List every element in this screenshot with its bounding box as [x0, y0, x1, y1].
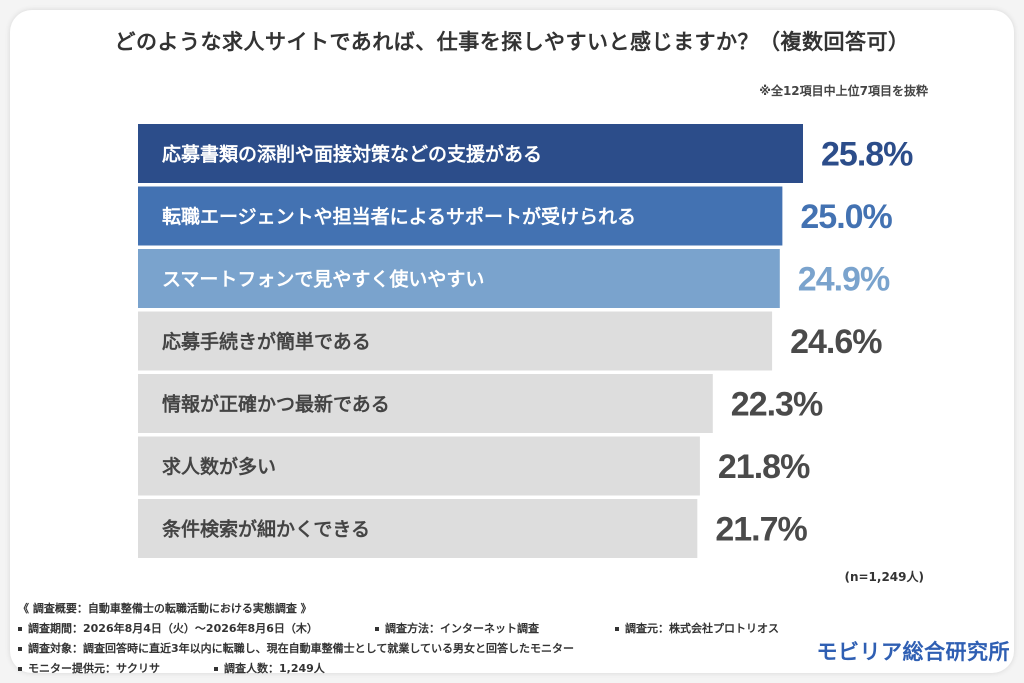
bar-6 [138, 436, 700, 496]
bullet-icon [214, 667, 218, 671]
bullet-icon [615, 627, 619, 631]
value-label-4: 24.6% [790, 323, 882, 361]
bullet-icon [18, 627, 22, 631]
survey-organizer-row: 調査元：株式会社プロトリオス [615, 620, 779, 636]
value-label-1: 25.8% [821, 136, 913, 174]
survey-target: 調査対象：調査回答時に直近3年以内に転職し、現在自動車整備士として就業している男… [28, 642, 574, 655]
bar-5 [138, 374, 713, 433]
survey-method-row: 調査方法：インターネット調査 [375, 620, 539, 636]
survey-heading: 《 調査概要：自動車整備士の転職活動における実態調査 》 [18, 602, 312, 615]
bar-1 [138, 124, 803, 183]
bar-label-6: 求人数が多い [162, 455, 276, 478]
survey-organizer: 調査元：株式会社プロトリオス [625, 622, 779, 635]
sample-size-label: (n=1,249人) [844, 570, 924, 584]
bar-label-2: 転職エージェントや担当者によるサポートが受けられる [162, 205, 636, 228]
bar-2 [138, 186, 783, 246]
value-label-5: 22.3% [731, 386, 823, 424]
survey-count: 調査人数：1,249人 [224, 662, 325, 675]
value-label-7: 21.7% [715, 511, 807, 549]
bar-label-5: 情報が正確かつ最新である [162, 393, 390, 416]
bar-7 [138, 499, 698, 558]
bullet-icon [375, 627, 379, 631]
bullet-icon [18, 647, 22, 651]
value-label-3: 24.9% [798, 261, 890, 299]
bar-label-3: スマートフォンで見やすく使いやすい [162, 269, 484, 291]
bar-label-7: 条件検索が細かくできる [162, 518, 370, 541]
survey-count-row: 調査人数：1,249人 [214, 660, 325, 676]
survey-provider-row: モニター提供元：サクリサ [18, 660, 160, 676]
excerpt-note: ※全12項目中上位7項目を抜粋 [759, 84, 928, 98]
survey-period-row: 調査期間：2026年8月4日（火）～2026年8月6日（木） [18, 620, 318, 636]
chart-title: どのような求人サイトであれば、仕事を探しやすいと感じますか？（複数回答可） [114, 30, 910, 54]
bar-label-1: 応募書類の添削や面接対策などの支援がある [162, 143, 542, 166]
value-label-6: 21.8% [718, 448, 810, 486]
survey-period: 調査期間：2026年8月4日（火）～2026年8月6日（木） [28, 622, 318, 635]
bar-4 [138, 311, 773, 371]
survey-target-row: 調査対象：調査回答時に直近3年以内に転職し、現在自動車整備士として就業している男… [18, 640, 574, 656]
bar-label-4: 応募手続きが簡単である [162, 330, 371, 353]
brand-logo: モビリア総合研究所 [816, 640, 1010, 664]
bullet-icon [18, 667, 22, 671]
bar-3 [138, 249, 780, 308]
value-label-2: 25.0% [800, 198, 892, 236]
survey-provider: モニター提供元：サクリサ [28, 662, 160, 675]
survey-method: 調査方法：インターネット調査 [385, 622, 539, 635]
